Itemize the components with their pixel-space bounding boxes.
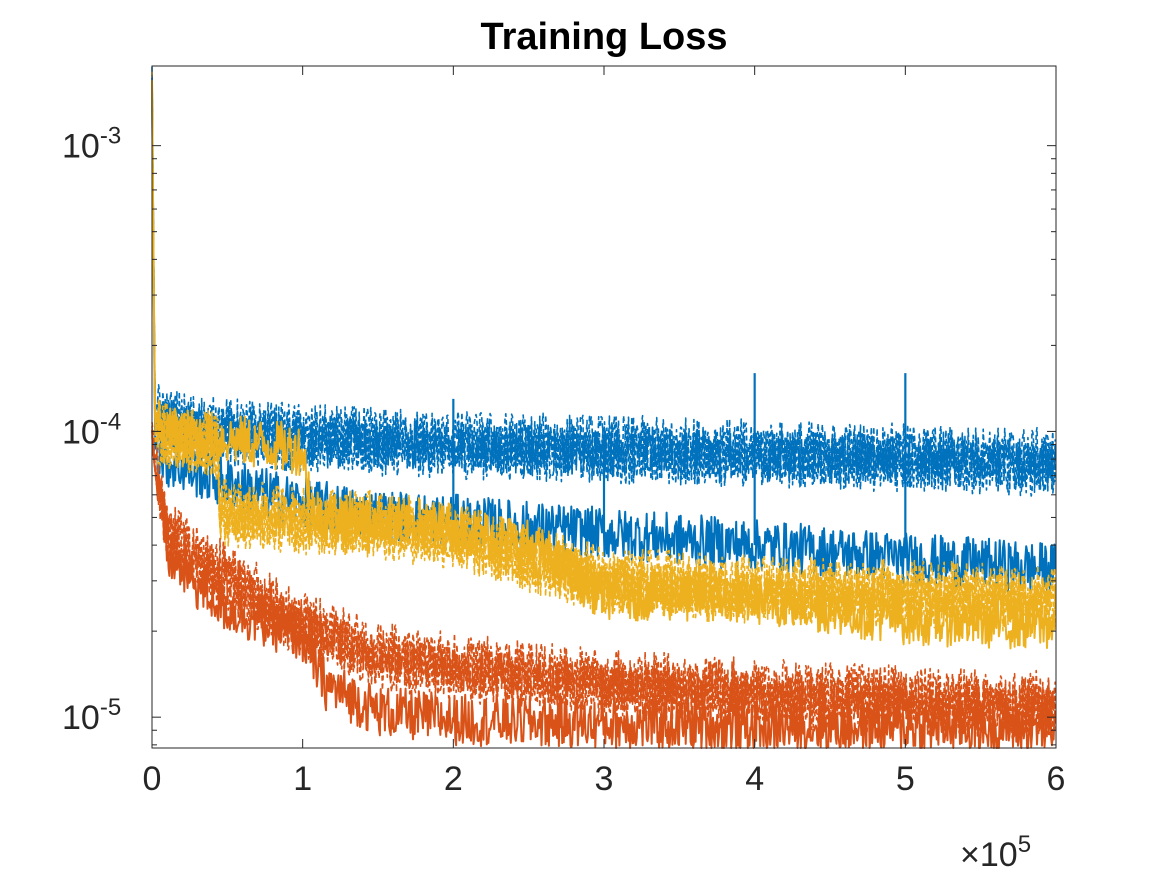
- y-tick-label-base: 10: [62, 413, 100, 451]
- y-tick-label-exp: -5: [100, 694, 121, 721]
- y-tick-label-base: 10: [62, 128, 100, 166]
- series-line-yellow-dashed-4: [151, 88, 1056, 628]
- x-tick-label: 5: [896, 760, 915, 798]
- x-tick-label: 1: [293, 760, 312, 798]
- y-tick-label: 10-3: [62, 123, 121, 166]
- series-line-orange-dashed-3: [151, 422, 1056, 722]
- y-tick-label-exp: -3: [100, 123, 121, 150]
- axes-layer: 0 1 2 3 4 5 610-510-410-3: [62, 65, 1066, 798]
- series-line-yellow-solid: [151, 80, 1056, 650]
- x-multiplier-exp: 5: [1018, 831, 1031, 858]
- y-tick-label: 10-4: [62, 408, 121, 451]
- x-tick-label: 2: [444, 760, 463, 798]
- series-line-blue-dashed-4: [151, 84, 1056, 492]
- y-tick-label: 10-5: [62, 694, 121, 737]
- y-tick-label-exp: -4: [100, 408, 121, 435]
- series-layer: [151, 66, 1057, 749]
- series-line-orange-solid: [151, 430, 1057, 749]
- x-tick-label: 4: [745, 760, 764, 798]
- chart-title: Training Loss: [480, 16, 727, 58]
- x-multiplier-base: ×10: [960, 836, 1018, 874]
- x-tick-label: 6: [1047, 760, 1066, 798]
- x-tick-label: 0: [143, 760, 162, 798]
- x-multiplier: ×105: [960, 831, 1031, 874]
- y-tick-label-base: 10: [62, 699, 100, 737]
- x-tick-label: 3: [595, 760, 614, 798]
